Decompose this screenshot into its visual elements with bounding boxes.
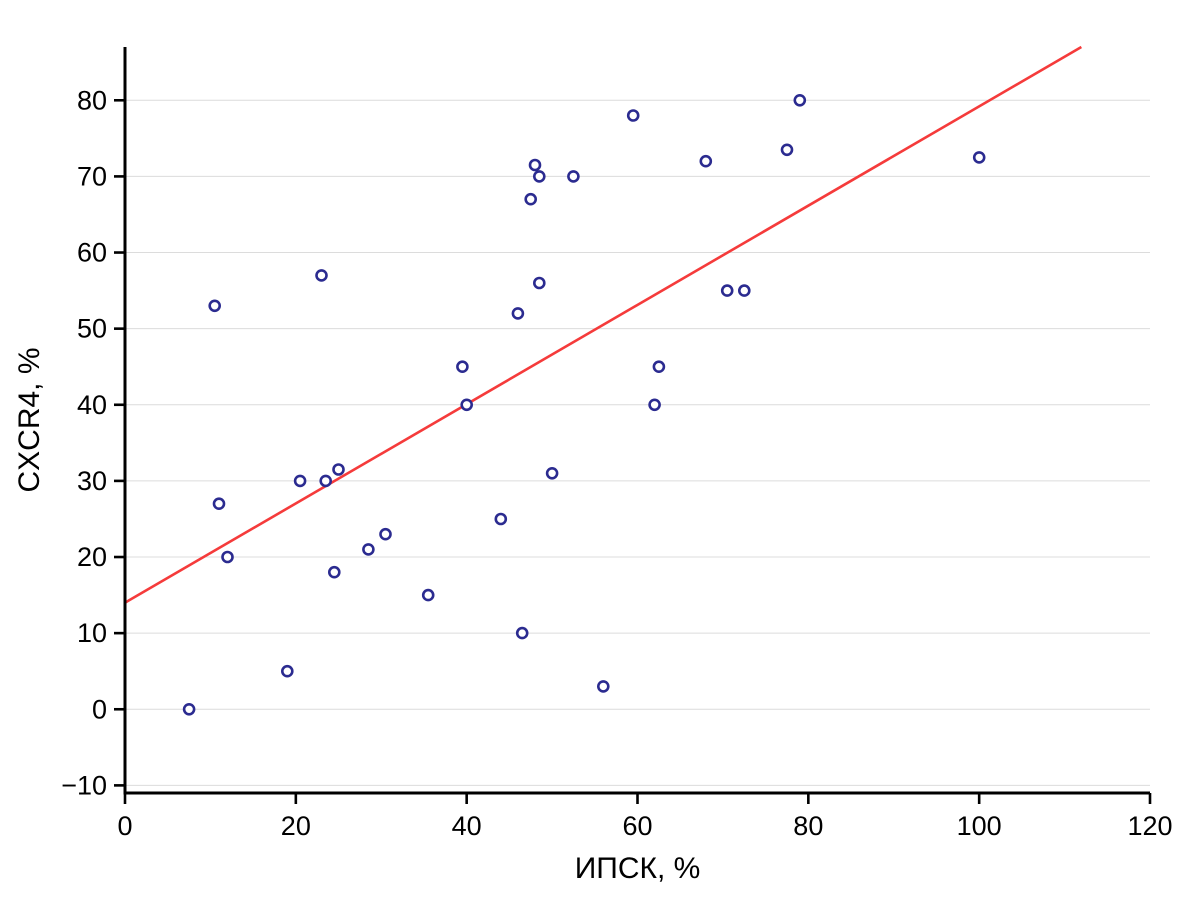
svg-text:100: 100 xyxy=(957,811,1002,841)
svg-text:0: 0 xyxy=(92,694,107,724)
svg-text:70: 70 xyxy=(77,161,107,191)
svg-text:−10: −10 xyxy=(61,770,107,800)
svg-text:60: 60 xyxy=(622,811,652,841)
svg-text:80: 80 xyxy=(793,811,823,841)
svg-text:10: 10 xyxy=(77,618,107,648)
svg-text:30: 30 xyxy=(77,466,107,496)
svg-text:60: 60 xyxy=(77,238,107,268)
svg-text:80: 80 xyxy=(77,85,107,115)
svg-text:120: 120 xyxy=(1127,811,1172,841)
svg-text:20: 20 xyxy=(77,542,107,572)
svg-text:50: 50 xyxy=(77,314,107,344)
x-axis-title: ИПСК, % xyxy=(574,852,701,885)
svg-text:40: 40 xyxy=(77,390,107,420)
y-axis-title: CXCR4, % xyxy=(13,347,46,493)
svg-text:0: 0 xyxy=(117,811,132,841)
svg-text:20: 20 xyxy=(281,811,311,841)
svg-text:40: 40 xyxy=(452,811,482,841)
